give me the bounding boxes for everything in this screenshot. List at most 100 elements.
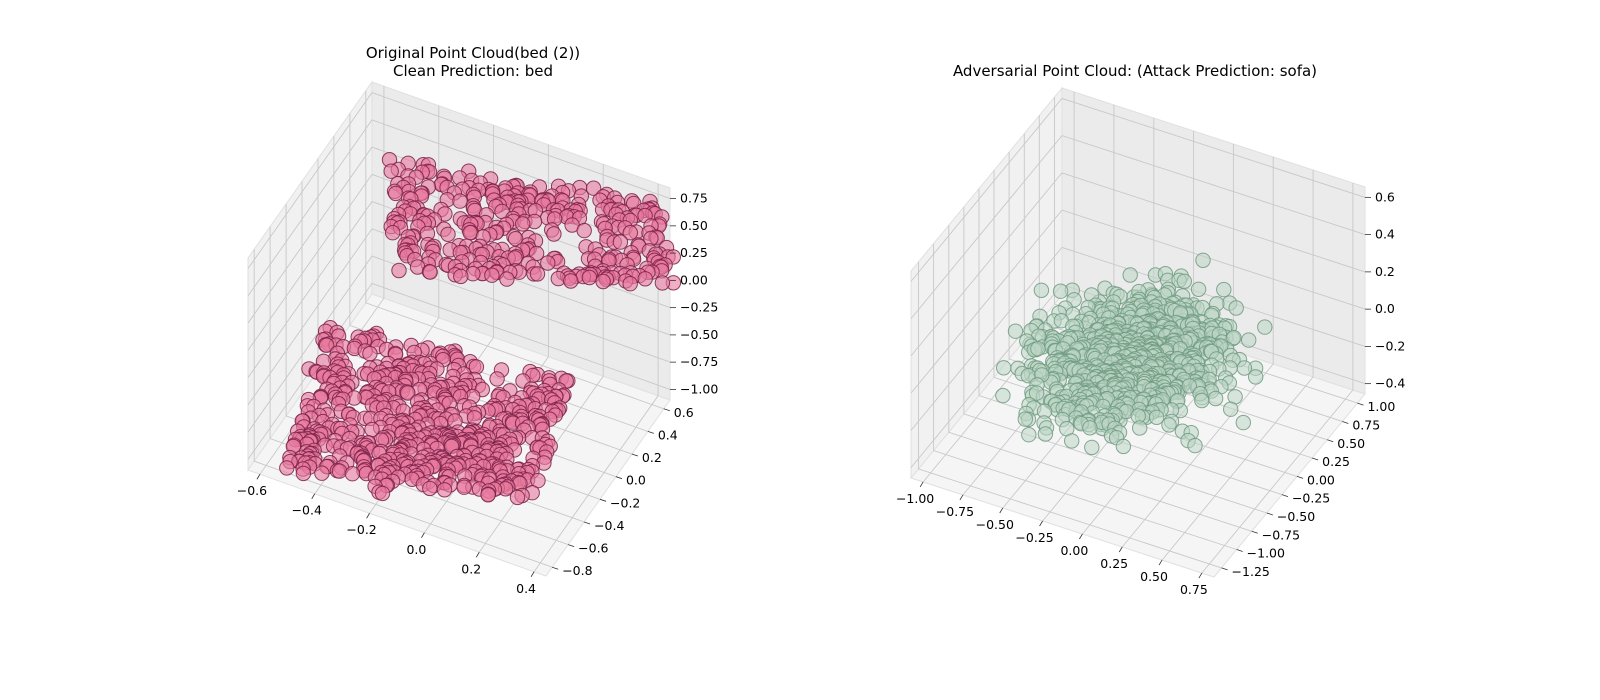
point [453,268,469,285]
y-tick-label: 0.0 [626,473,646,488]
point [319,337,335,353]
point [612,234,629,250]
y-tick-label: −0.50 [1277,509,1315,524]
point [1161,417,1177,433]
point [1148,409,1165,425]
y-tick-label: 0.2 [642,450,662,465]
x-tick-mark [311,493,316,499]
subplot-original: −0.6 −0.4 −0.2 0.0 0.2 0.4 −0.8 −0.6 −0.4 −0.2 0.0… [237,44,719,596]
y-tick-label: −0.25 [1292,491,1330,506]
point [374,485,391,502]
point [484,267,500,283]
point [1030,341,1046,357]
x-tick-mark [1158,559,1163,566]
x-tick-mark [959,494,964,501]
y-tick-label: 0.50 [1337,436,1365,451]
x-tick-mark [1079,533,1083,540]
grid-line-z [247,173,671,351]
point [1115,438,1132,455]
point [1241,332,1257,348]
y-tick-label: −1.00 [1247,546,1285,561]
point [480,487,496,503]
point [1122,267,1138,283]
y-tick-label: −0.6 [578,541,608,556]
z-tick-label: −0.25 [680,300,718,315]
point [1235,414,1252,431]
y-tick-mark [583,521,591,525]
z-tick-label: −0.50 [680,327,718,342]
y-tick-label: 0.4 [658,427,678,442]
point [362,345,378,362]
z-tick-label: 0.25 [680,245,708,260]
point [314,465,330,481]
point-cloud-original [279,152,682,506]
point [996,360,1012,376]
point [1248,369,1264,385]
point [440,226,456,243]
z-tick-label: −0.4 [1375,376,1405,391]
z-tick-label: 0.00 [680,272,708,287]
x-tick-label: 0.50 [1140,569,1168,584]
x-tick-mark [530,571,535,577]
y-tick-mark [1327,439,1334,443]
x-tick-mark [1118,546,1123,553]
point [1195,252,1211,268]
point [507,231,524,247]
y-tick-mark [1266,512,1273,516]
x-tick-label: −0.50 [976,517,1014,532]
y-tick-label: −0.75 [1262,527,1300,542]
point [436,482,453,498]
grid-line-z [247,92,671,269]
x-tick-label: 0.00 [1060,543,1088,558]
point [344,466,361,482]
x-tick-label: 0.25 [1100,556,1128,571]
z-tick-label: 0.50 [680,218,708,233]
y-tick-mark [1296,475,1304,479]
point [515,216,531,232]
y-tick-mark [663,408,670,412]
y-tick-label: 0.00 [1307,472,1335,487]
x-tick-mark [919,481,924,488]
x-tick-mark [366,513,370,519]
point [1084,439,1100,456]
point [595,273,611,290]
point [546,226,562,242]
point [1033,282,1050,298]
point [563,273,579,289]
y-tick-mark [1236,549,1243,552]
point [576,222,592,239]
y-tick-mark [552,566,559,570]
x-tick-label: −0.25 [1015,530,1053,545]
grid-line-z [247,228,671,406]
point [452,193,468,209]
x-tick-label: −0.2 [346,522,376,537]
point [1017,411,1034,427]
point [279,460,295,476]
point [550,270,566,287]
x-tick-label: −0.6 [237,483,267,498]
point [295,465,312,482]
y-tick-mark [1221,567,1228,571]
point [1132,420,1148,436]
x-tick-label: −0.75 [936,504,974,519]
grid-line-y [253,249,553,568]
z-tick-label: 0.6 [1375,189,1395,204]
y-tick-label: 1.00 [1367,399,1395,414]
point [462,224,478,241]
y-tick-label: 0.75 [1352,417,1380,432]
y-tick-mark [631,453,639,457]
point [529,266,546,282]
point [585,180,602,196]
point [499,271,515,287]
x-tick-mark [421,532,425,538]
point [1190,281,1207,297]
point [622,276,638,292]
z-tick-label: 0.2 [1375,264,1395,279]
x-tick-label: −1.00 [896,491,934,506]
x-tick-label: 0.4 [516,581,536,596]
point [1007,323,1024,339]
x-tick-mark [1198,572,1203,579]
y-tick-mark [1342,421,1349,424]
point [400,385,416,401]
x-tick-label: 0.75 [1180,582,1208,597]
